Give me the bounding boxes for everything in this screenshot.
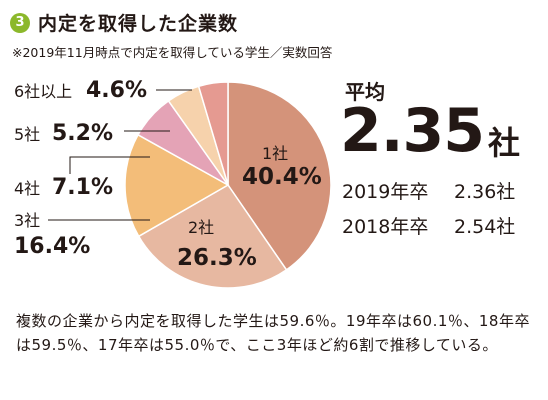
comparison-row-2018: 2018年卒 2.54社 <box>342 212 515 239</box>
slice-label: 1社 <box>262 144 288 163</box>
slice-value-label: 4.6% <box>86 78 147 103</box>
comparison-value: 2.54社 <box>454 216 516 238</box>
pie-slice <box>124 133 230 238</box>
slice-label: 6社以上 <box>14 82 72 101</box>
pie-slice <box>227 81 332 271</box>
slice-label: 5社 <box>14 125 40 144</box>
section-number-badge: 3 <box>10 12 30 33</box>
footer-text: 複数の企業から内定を取得した学生は59.6％。19年卒は60.1％、18年卒は5… <box>16 312 530 354</box>
slice-label: 4社 <box>14 179 40 198</box>
average-unit: 社 <box>488 124 521 162</box>
pie-slice <box>137 184 288 289</box>
slice-value-label: 16.4% <box>14 234 90 259</box>
slice-value-label: 5.2% <box>52 121 113 146</box>
comparison-year: 2019年卒 <box>342 181 429 203</box>
slice-value-label: 7.1% <box>52 175 113 200</box>
slice-value-label: 26.3% <box>177 245 257 271</box>
average-label: 平均 <box>345 80 385 104</box>
pie-slice <box>197 81 229 186</box>
leader-line <box>69 156 150 174</box>
chart-header: 3 内定を取得した企業数 <box>10 9 238 36</box>
slice-label: 3社 <box>14 211 40 230</box>
chart-note: ※2019年11月時点で内定を取得している学生／実数回答 <box>12 45 333 60</box>
chart-title: 内定を取得した企業数 <box>38 13 239 35</box>
comparison-value: 2.36社 <box>454 181 516 203</box>
comparison-row-2019: 2019年卒 2.36社 <box>342 177 515 204</box>
slice-value-label: 40.4% <box>242 164 322 190</box>
slice-label: 2社 <box>188 218 214 237</box>
average-value: 2.35 <box>340 96 485 166</box>
comparison-year: 2018年卒 <box>342 216 429 238</box>
